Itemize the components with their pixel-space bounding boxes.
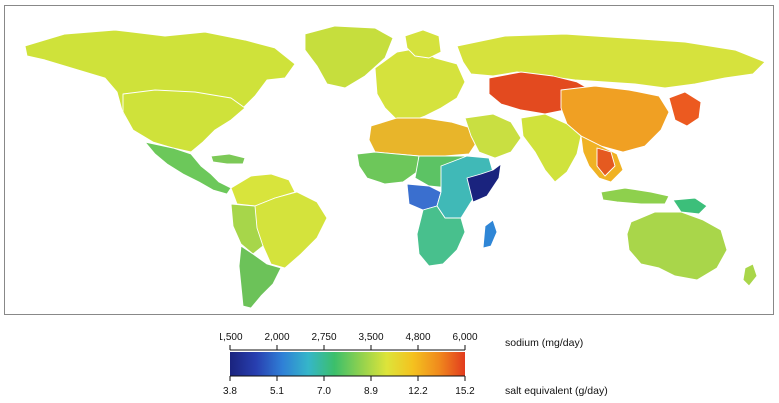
bottom-axis-tick-label: 8.9 [364,386,378,397]
region-europe [374,47,466,123]
bottom-axis-tick-label: 3.8 [223,386,237,397]
region-madagascar [482,219,498,249]
top-axis-tick-label: 3,500 [358,332,383,343]
region-scandinavia [404,29,442,59]
region-korea-japan [668,91,702,127]
region-australia [626,211,728,281]
region-southern-africa [416,205,466,267]
region-east-africa [436,155,494,219]
bottom-axis-title: salt equivalent (g/day) [505,385,608,397]
top-axis-tick-label: 4,800 [405,332,430,343]
region-new-zealand [742,263,758,287]
top-axis-title: sodium (mg/day) [505,337,583,349]
top-axis-tick-label: 2,750 [311,332,336,343]
region-south-asia [520,113,582,183]
bottom-axis-tick-label: 7.0 [317,386,331,397]
region-usa [122,89,246,153]
top-axis-tick-label: 6,000 [452,332,477,343]
region-north-africa [368,117,478,157]
top-axis-ticks: 1,500 2,000 2,750 3,500 4,800 6,000 [217,332,478,350]
region-png [672,197,708,215]
region-brazil [254,191,328,269]
legend-color-bar [230,352,465,376]
region-russia [456,33,766,89]
bottom-axis-ticks: 3.8 5.1 7.0 8.9 12.2 15.2 [223,376,475,397]
region-indonesia [600,187,670,205]
world-map [4,5,774,315]
world-map-svg [24,25,766,309]
top-axis-tick-label: 1,500 [220,332,243,343]
bottom-axis-tick-label: 12.2 [408,386,428,397]
region-central-america [144,141,232,195]
bottom-axis-tick-label: 15.2 [455,386,475,397]
region-southern-cone [238,245,282,309]
top-axis-tick-label: 2,000 [264,332,289,343]
color-legend: 1,500 2,000 2,750 3,500 4,800 6,000 sodium (m… [217,328,640,398]
region-andes [230,203,264,255]
region-thailand [596,147,616,177]
region-greenland [304,25,394,89]
region-caribbean [210,153,246,165]
region-horn-somalia [466,163,502,203]
bottom-axis-tick-label: 5.1 [270,386,284,397]
region-arabia [464,113,522,159]
region-west-africa [356,151,420,185]
